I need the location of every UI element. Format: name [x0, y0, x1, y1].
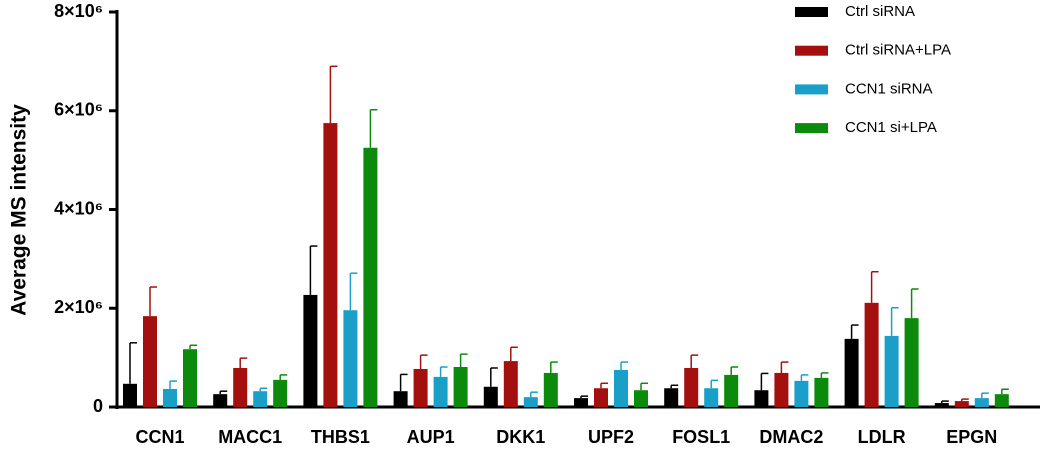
bar	[453, 367, 468, 407]
bar	[594, 388, 608, 407]
legend-label: Ctrl siRNA	[845, 3, 915, 20]
bar	[704, 388, 719, 407]
bar	[143, 316, 157, 407]
bar	[724, 374, 739, 407]
x-tick-label: DKK1	[496, 427, 545, 447]
bar	[934, 403, 949, 407]
x-tick-label: UPF2	[588, 427, 634, 447]
bar	[684, 367, 699, 407]
y-tick-label: 2×10⁶	[54, 297, 103, 317]
bar	[303, 294, 318, 407]
legend-label: CCN1 si+LPA	[845, 119, 937, 136]
x-tick-label: AUP1	[407, 427, 455, 447]
x-tick-label: CCN1	[135, 427, 184, 447]
bar	[273, 379, 288, 407]
bar	[904, 318, 919, 407]
bar	[363, 147, 378, 407]
bar	[393, 391, 408, 407]
bar	[233, 367, 248, 407]
legend-swatch	[795, 123, 828, 134]
x-tick-label: LDLR	[858, 427, 906, 447]
bar	[634, 390, 648, 407]
y-tick-label: 4×10⁶	[54, 198, 103, 218]
bar	[163, 388, 177, 407]
bar	[844, 338, 859, 407]
x-tick-label: DMAC2	[759, 427, 823, 447]
legend-swatch	[795, 84, 828, 95]
x-tick-label: MACC1	[218, 427, 282, 447]
bar	[343, 310, 358, 407]
bar	[884, 335, 899, 407]
bar	[543, 372, 558, 407]
bar	[864, 302, 879, 407]
bar	[213, 394, 228, 407]
legend-swatch	[795, 45, 828, 56]
y-tick-label: 8×10⁶	[54, 1, 103, 21]
bar	[323, 123, 338, 407]
x-tick-label: EPGN	[946, 427, 997, 447]
bar	[754, 390, 769, 407]
y-axis-label: Average MS intensity	[8, 104, 31, 316]
legend-label: CCN1 siRNA	[845, 80, 933, 97]
y-tick-label: 6×10⁶	[54, 100, 103, 120]
bar	[253, 391, 268, 407]
bar	[503, 361, 518, 407]
legend-swatch	[795, 7, 828, 17]
bar	[183, 349, 197, 407]
bar	[523, 397, 538, 407]
bar	[954, 401, 969, 407]
bar	[814, 377, 829, 407]
bar	[483, 386, 498, 407]
bar	[974, 398, 989, 407]
bar	[994, 394, 1009, 407]
bar	[574, 398, 588, 407]
bar	[794, 380, 809, 407]
bar	[123, 383, 137, 407]
x-tick-label: FOSL1	[672, 427, 730, 447]
bar	[413, 368, 428, 407]
y-tick-label: 0	[93, 396, 103, 416]
bar	[433, 376, 448, 407]
bar	[774, 372, 789, 407]
bar	[664, 388, 679, 407]
legend-label: Ctrl siRNA+LPA	[845, 42, 951, 59]
bar	[614, 369, 628, 407]
x-tick-label: THBS1	[311, 427, 370, 447]
